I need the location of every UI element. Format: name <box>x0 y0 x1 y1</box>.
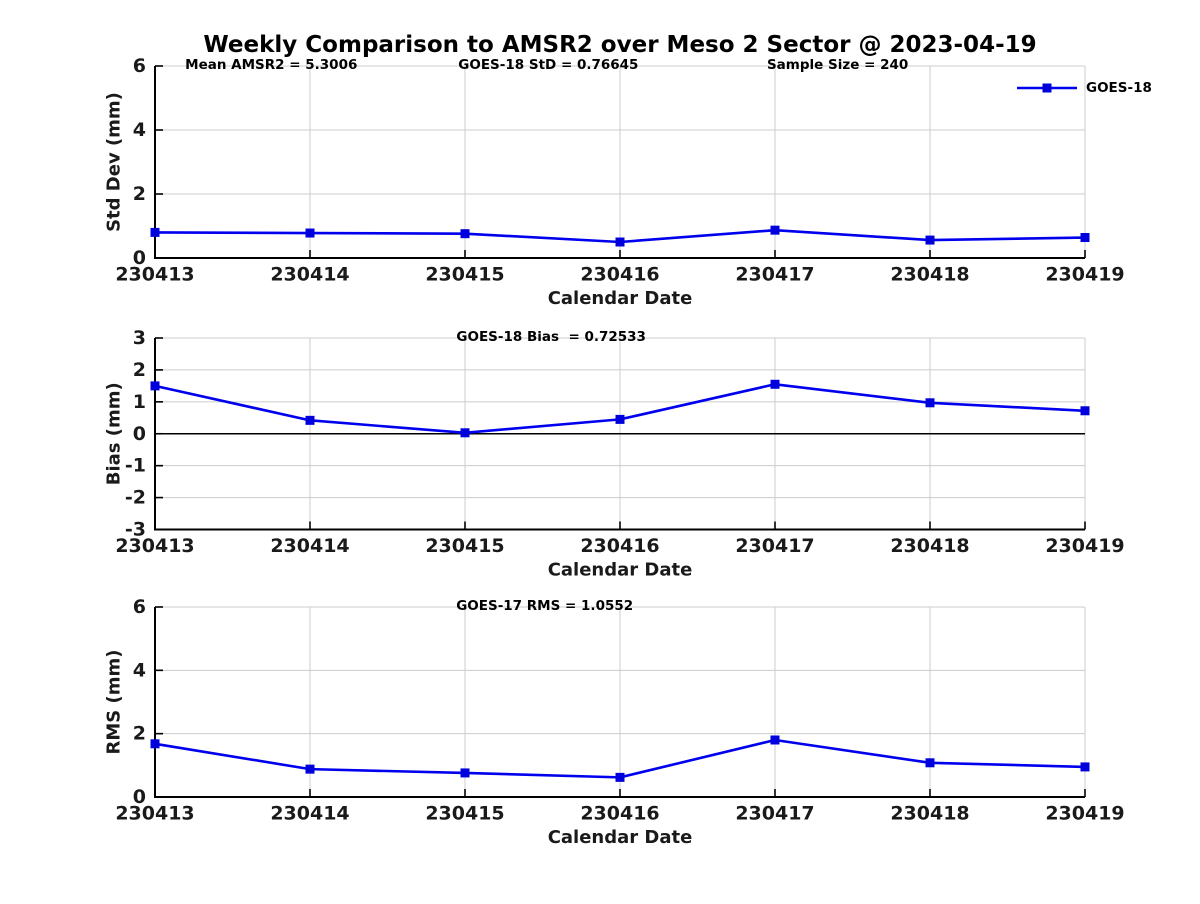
data-point-marker <box>460 768 470 778</box>
data-point-marker <box>925 398 935 408</box>
x-tick-label: 230413 <box>115 264 194 286</box>
subplot-3: 230413 230414 230415 230416 230417 230418 2304… <box>104 596 1125 848</box>
subplot-annotation: Mean AMSR2 = 5.3006 <box>185 57 357 73</box>
y-tick-label: 4 <box>133 119 146 141</box>
y-tick-label: -1 <box>125 455 146 477</box>
x-tick-label: 230417 <box>735 264 814 286</box>
data-point-marker <box>305 415 315 425</box>
x-tick-label: 230414 <box>270 535 349 557</box>
data-point-marker <box>615 414 625 424</box>
y-axis-label: Std Dev (mm) <box>104 92 125 232</box>
x-tick-label: 230418 <box>890 264 969 286</box>
x-tick-label: 230415 <box>425 535 504 557</box>
x-tick-label: 230416 <box>580 803 659 825</box>
y-tick-label: 3 <box>133 327 146 349</box>
y-tick-label: 1 <box>133 391 146 413</box>
x-tick-label: 230414 <box>270 264 349 286</box>
x-tick-label: 230415 <box>425 803 504 825</box>
x-tick-label: 230417 <box>735 803 814 825</box>
subplot-annotation: GOES-17 RMS = 1.0552 <box>456 598 633 614</box>
data-point-marker <box>925 235 935 245</box>
legend-marker <box>1042 83 1052 93</box>
x-tick-label: 230413 <box>115 535 194 557</box>
y-tick-label: 6 <box>133 596 146 618</box>
y-tick-label: 2 <box>133 723 146 745</box>
subplot-annotation: GOES-18 Bias = 0.72533 <box>456 329 646 345</box>
data-point-marker <box>1080 233 1090 243</box>
y-tick-label: 0 <box>133 247 146 269</box>
y-tick-label: 6 <box>133 55 146 77</box>
y-tick-label: -3 <box>125 519 146 541</box>
x-axis-label: Calendar Date <box>548 559 693 580</box>
data-point-marker <box>615 237 625 247</box>
y-axis-label: Bias (mm) <box>104 382 125 485</box>
y-tick-label: -2 <box>125 487 146 509</box>
x-tick-label: 230419 <box>1045 264 1124 286</box>
y-tick-label: 2 <box>133 359 146 381</box>
chart-title: Weekly Comparison to AMSR2 over Meso 2 S… <box>203 32 1036 58</box>
data-point-marker <box>150 739 160 749</box>
data-point-marker <box>615 772 625 782</box>
x-tick-label: 230417 <box>735 535 814 557</box>
data-point-marker <box>460 428 470 438</box>
x-tick-label: 230416 <box>580 264 659 286</box>
data-point-marker <box>770 379 780 389</box>
x-tick-label: 230419 <box>1045 803 1124 825</box>
data-point-marker <box>150 381 160 391</box>
y-tick-label: 0 <box>133 423 146 445</box>
x-tick-label: 230419 <box>1045 535 1124 557</box>
y-tick-label: 4 <box>133 659 146 681</box>
x-tick-label: 230418 <box>890 803 969 825</box>
y-tick-label: 2 <box>133 183 146 205</box>
subplots: 230413 230414 230415 230416 230417 230418 2304… <box>104 55 1152 848</box>
data-point-marker <box>1080 762 1090 772</box>
subplot-2: 230413 230414 230415 230416 230417 230418 2304… <box>104 327 1125 580</box>
data-point-marker <box>1080 406 1090 416</box>
subplot-annotation: Sample Size = 240 <box>767 57 908 73</box>
x-axis-label: Calendar Date <box>548 827 693 848</box>
data-point-marker <box>305 228 315 238</box>
x-tick-label: 230416 <box>580 535 659 557</box>
subplot-1: 230413 230414 230415 230416 230417 230418 2304… <box>104 55 1152 309</box>
data-point-marker <box>925 758 935 768</box>
x-tick-label: 230413 <box>115 803 194 825</box>
data-point-marker <box>770 225 780 235</box>
x-axis-label: Calendar Date <box>548 288 693 309</box>
data-point-marker <box>305 764 315 774</box>
data-point-marker <box>460 229 470 239</box>
legend-label: GOES-18 <box>1086 80 1152 96</box>
subplot-annotation: GOES-18 StD = 0.76645 <box>458 57 638 73</box>
data-point-marker <box>150 227 160 237</box>
data-point-marker <box>770 735 780 745</box>
x-tick-label: 230415 <box>425 264 504 286</box>
y-tick-label: 0 <box>133 786 146 808</box>
y-axis-label: RMS (mm) <box>104 650 125 755</box>
x-tick-label: 230414 <box>270 803 349 825</box>
x-tick-label: 230418 <box>890 535 969 557</box>
